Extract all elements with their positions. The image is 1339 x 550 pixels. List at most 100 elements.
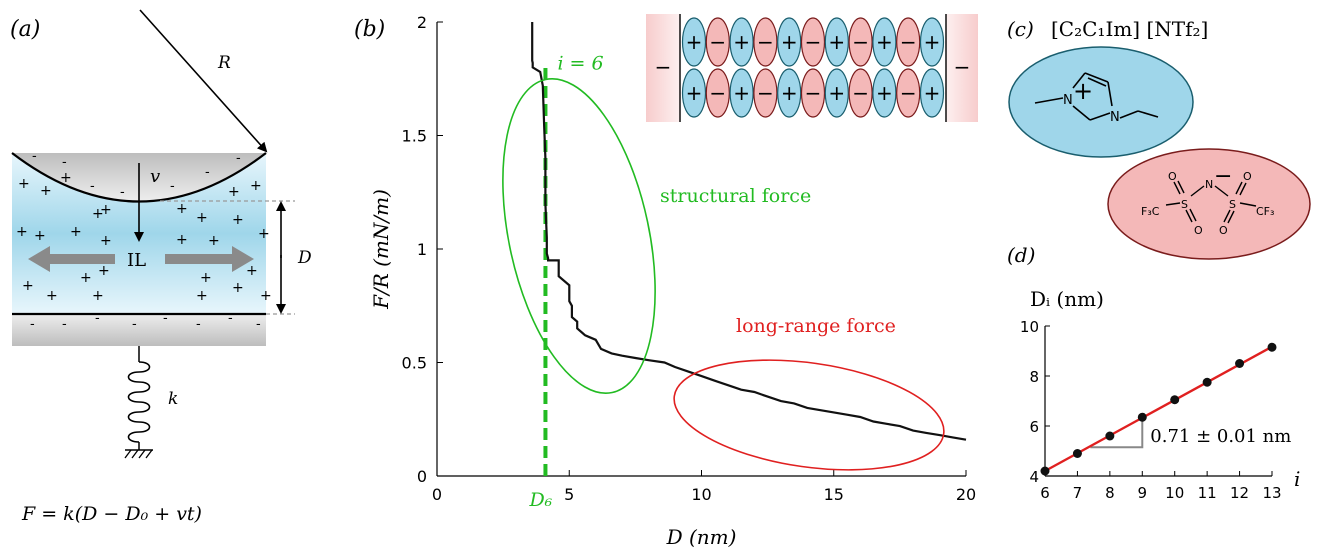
negative-charge: - — [62, 317, 67, 332]
slope-triangle — [1090, 421, 1144, 449]
force-distance-chart: 0 5 10 15 20 0 0.5 1 1.5 2 D (nm) F/R (mN/m) D₆ i = 6… — [369, 13, 976, 549]
spring-coil — [127, 361, 151, 443]
d-x-tick-label: 12 — [1230, 484, 1249, 502]
left-wall-charge: − — [655, 55, 672, 79]
negative-charge: - — [170, 179, 175, 194]
d-x-tick-label: 7 — [1073, 484, 1083, 502]
panel-b-label: (b) — [354, 17, 385, 42]
panel-c: (c) [C₂C₁Im] [NTf₂] N N + — [1007, 17, 1311, 260]
panel-b: (b) 0 5 10 15 20 0 0.5 1 1.5 2 D (nm) F/R (mN/m) D₆ i… — [354, 13, 978, 549]
anion-layer-ion — [800, 68, 826, 118]
data-point — [1040, 466, 1050, 476]
data-point — [1137, 412, 1147, 422]
data-point — [1105, 431, 1115, 441]
positive-charge: + — [18, 176, 30, 192]
y-tick-label: 0 — [417, 467, 427, 486]
cation-n1: N — [1063, 93, 1073, 108]
cation-layer-ion — [681, 68, 707, 118]
layer-ion-charge: + — [781, 81, 798, 105]
cation-layer-ion — [919, 68, 945, 118]
positive-charge: + — [100, 233, 112, 249]
positive-charge: + — [228, 184, 240, 200]
anion-layer-ion — [896, 68, 921, 118]
surface-charges: - -- - ---- - - - - - - -+ +++ ++++++++ +++ + ++++ +++++… — [16, 149, 272, 332]
layer-ion-charge: − — [709, 81, 726, 105]
cation-layer-ion — [777, 17, 802, 67]
d-x-tick-label: 13 — [1262, 484, 1281, 502]
cation-layer-ion — [872, 17, 897, 67]
positive-charge: + — [92, 288, 104, 304]
y-tick-label: 2 — [417, 13, 427, 32]
positive-charge: + — [196, 288, 208, 304]
ionic-liquid-name: [C₂C₁Im] [NTf₂] — [1051, 17, 1208, 41]
layer-ion-charge: − — [709, 30, 726, 54]
negative-charge: - — [30, 317, 35, 332]
layer-ion-charge: − — [852, 81, 869, 105]
data-point — [1267, 342, 1277, 352]
cation-charge: + — [1073, 77, 1093, 105]
y-tick-label: 1.5 — [402, 127, 427, 146]
negative-charge: - — [90, 179, 95, 194]
positive-charge: + — [176, 232, 188, 248]
positive-charge: + — [246, 263, 258, 279]
anion-layer-ion — [848, 68, 873, 118]
positive-charge: + — [250, 178, 262, 194]
positive-charge: + — [176, 201, 188, 217]
layer-ion-charge: + — [686, 81, 703, 105]
ion-layers-inset: − −+ − + − + − + − + − ++ − + − + − + − + − + — [646, 14, 978, 122]
positive-charge: + — [260, 288, 272, 304]
anion-layer-ion — [753, 17, 778, 67]
panel-c-label: (c) — [1007, 17, 1034, 41]
positive-charge: + — [16, 224, 28, 240]
x-tick-label: 10 — [691, 485, 711, 504]
cation-layer-ion — [872, 68, 897, 118]
anion-layer-ion — [800, 17, 826, 67]
d-y-axis-label: Dᵢ (nm) — [1030, 287, 1104, 311]
structural-force-label: structural force — [660, 185, 811, 207]
negative-charge: - — [228, 311, 233, 326]
positive-charge: + — [100, 202, 112, 218]
top-surface — [12, 125, 266, 153]
d-y-tick-label: 10 — [1020, 318, 1039, 336]
positive-charge: + — [98, 263, 110, 279]
positive-charge: + — [258, 226, 270, 242]
anion-s2: S — [1229, 198, 1236, 211]
cation-layer-ion — [919, 17, 945, 67]
d-x-tick-label: 6 — [1040, 484, 1050, 502]
x-tick-label: 15 — [824, 485, 844, 504]
layer-ion-charge: + — [686, 30, 703, 54]
right-wall — [946, 14, 978, 122]
anion-ellipse — [1107, 148, 1311, 260]
data-point — [1235, 359, 1245, 368]
anion-s1: S — [1181, 198, 1188, 211]
positive-charge: + — [208, 233, 220, 249]
x-tick-label: 0 — [432, 485, 442, 504]
cation-ellipse — [1008, 46, 1194, 158]
negative-charge: - — [62, 155, 67, 170]
left-wall — [646, 14, 680, 122]
panel-a-label: (a) — [10, 17, 40, 42]
anion-n: N — [1205, 178, 1213, 191]
distance-label: D — [297, 248, 312, 268]
positive-charge: + — [232, 280, 244, 296]
ntf2-structure — [1165, 180, 1257, 224]
layer-ion-charge: + — [828, 81, 845, 105]
cation-layer-ion — [777, 68, 802, 118]
long-range-force-label: long-range force — [736, 315, 896, 337]
negative-charge: - — [236, 151, 241, 166]
layer-ion-charge: − — [852, 30, 869, 54]
anion-cf3-right: CF₃ — [1256, 205, 1274, 218]
layer-ion-charge: + — [733, 81, 750, 105]
d-y-tick-label: 8 — [1029, 368, 1039, 386]
bottom-surface — [12, 314, 266, 346]
negative-charge: - — [196, 317, 201, 332]
cation-layer-ion — [729, 68, 754, 118]
anion-charge: − — [1214, 164, 1232, 189]
anion-layer-ion — [848, 17, 873, 67]
positive-charge: + — [40, 183, 52, 199]
positive-charge: + — [196, 210, 208, 226]
y-tick-label: 1 — [417, 240, 427, 259]
negative-charge: - — [163, 311, 168, 326]
panel-d-label: (d) — [1007, 243, 1035, 267]
